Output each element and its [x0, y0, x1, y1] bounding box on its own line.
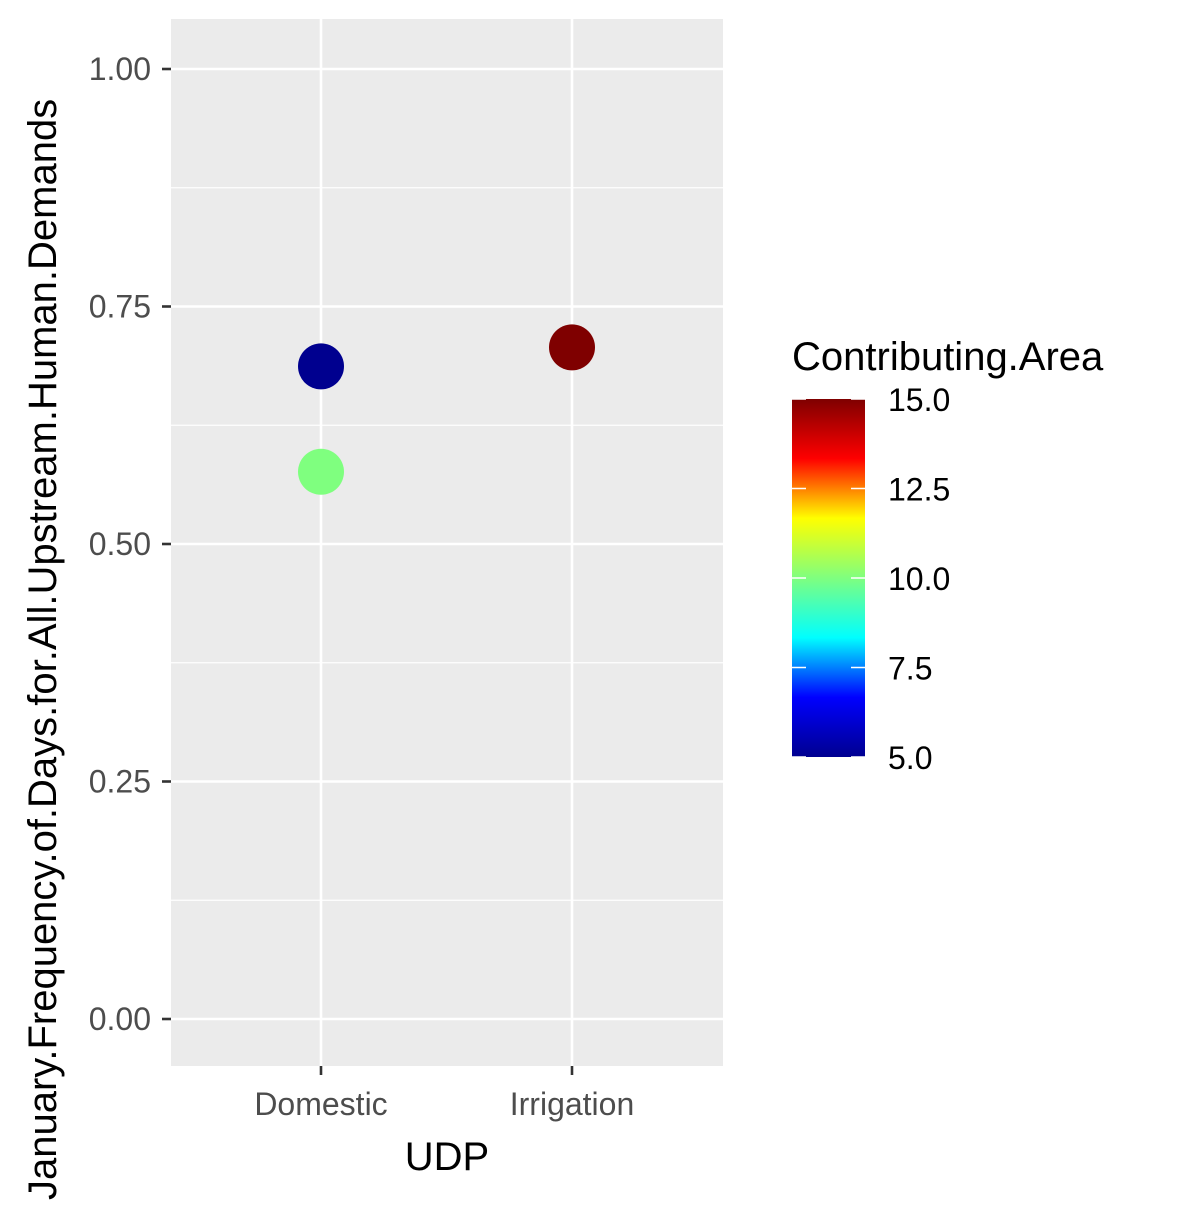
y-tick-label: 0.25	[89, 764, 151, 800]
legend-ticks: 15.0 12.5 10.0 7.5 5.0	[792, 382, 950, 776]
x-axis-title: UDP	[405, 1135, 489, 1179]
legend-tick-label: 12.5	[888, 472, 950, 508]
data-point	[298, 448, 344, 495]
grid-lines	[171, 19, 723, 1066]
y-axis: 0.00 0.25 0.50 0.75 1.00	[89, 51, 171, 1037]
legend-tick-label: 10.0	[888, 561, 950, 597]
y-axis-title: January.Frequency.of.Days.for.All.Upstre…	[21, 99, 65, 1200]
legend-tick-label: 7.5	[888, 651, 932, 687]
legend-tick-label: 15.0	[888, 382, 950, 418]
legend-tick-label: 5.0	[888, 740, 932, 776]
x-tick-label: Domestic	[254, 1086, 387, 1122]
y-tick-label: 0.00	[89, 1001, 151, 1037]
data-point	[549, 324, 595, 371]
y-tick-label: 0.75	[89, 289, 151, 325]
y-tick-label: 1.00	[89, 51, 151, 87]
x-tick-label: Irrigation	[510, 1086, 635, 1122]
plot-panel	[171, 19, 723, 1066]
color-legend: Contributing.Area 15.0 12.5 10.0 7.5 5.0	[792, 335, 1104, 776]
panel-background	[171, 19, 723, 1066]
y-tick-label: 0.50	[89, 526, 151, 562]
data-point	[298, 343, 344, 390]
x-axis: Domestic Irrigation	[254, 1066, 634, 1122]
legend-title: Contributing.Area	[792, 335, 1104, 379]
data-points	[298, 324, 595, 495]
